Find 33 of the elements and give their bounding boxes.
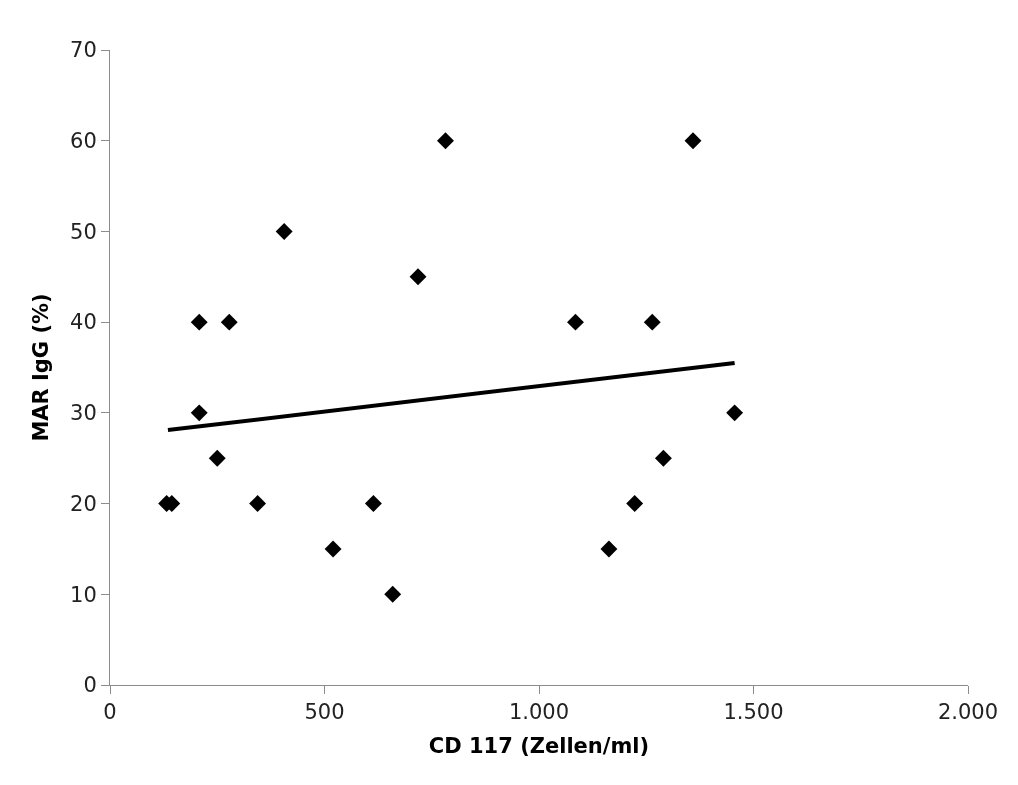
point — [437, 132, 454, 150]
y-axis-title: MAR IgG (%) — [29, 293, 54, 442]
point — [643, 313, 661, 331]
x-tick-label: 1.500 — [723, 700, 784, 725]
point — [208, 449, 226, 467]
y-tick-label: 60 — [70, 129, 97, 154]
point — [324, 540, 342, 558]
point — [275, 222, 293, 240]
x-tick-label: 2.000 — [937, 700, 999, 725]
y-tick-label: 0 — [83, 673, 97, 698]
x-tick-label: 500 — [304, 700, 345, 725]
point — [684, 132, 702, 150]
point — [654, 449, 672, 467]
y-tick-label: 40 — [70, 310, 97, 335]
x-axis-title: CD 117 (Zellen/ml) — [428, 734, 650, 759]
point — [249, 495, 267, 513]
point — [409, 268, 427, 286]
point — [626, 495, 644, 513]
x-tick-label: 1.000 — [508, 700, 570, 725]
point — [190, 313, 208, 331]
point — [600, 540, 618, 558]
x-tick-label: 0 — [103, 700, 117, 725]
point — [384, 585, 402, 603]
point — [567, 313, 584, 331]
point — [726, 404, 744, 422]
y-tick-label: 10 — [70, 582, 97, 607]
y-tick-label: 70 — [70, 38, 97, 63]
y-tick-label: 50 — [70, 219, 97, 244]
point — [190, 404, 208, 422]
y-tick-label: 20 — [70, 491, 97, 516]
point — [364, 495, 382, 513]
y-tick-label: 30 — [70, 401, 97, 426]
point — [220, 313, 238, 331]
